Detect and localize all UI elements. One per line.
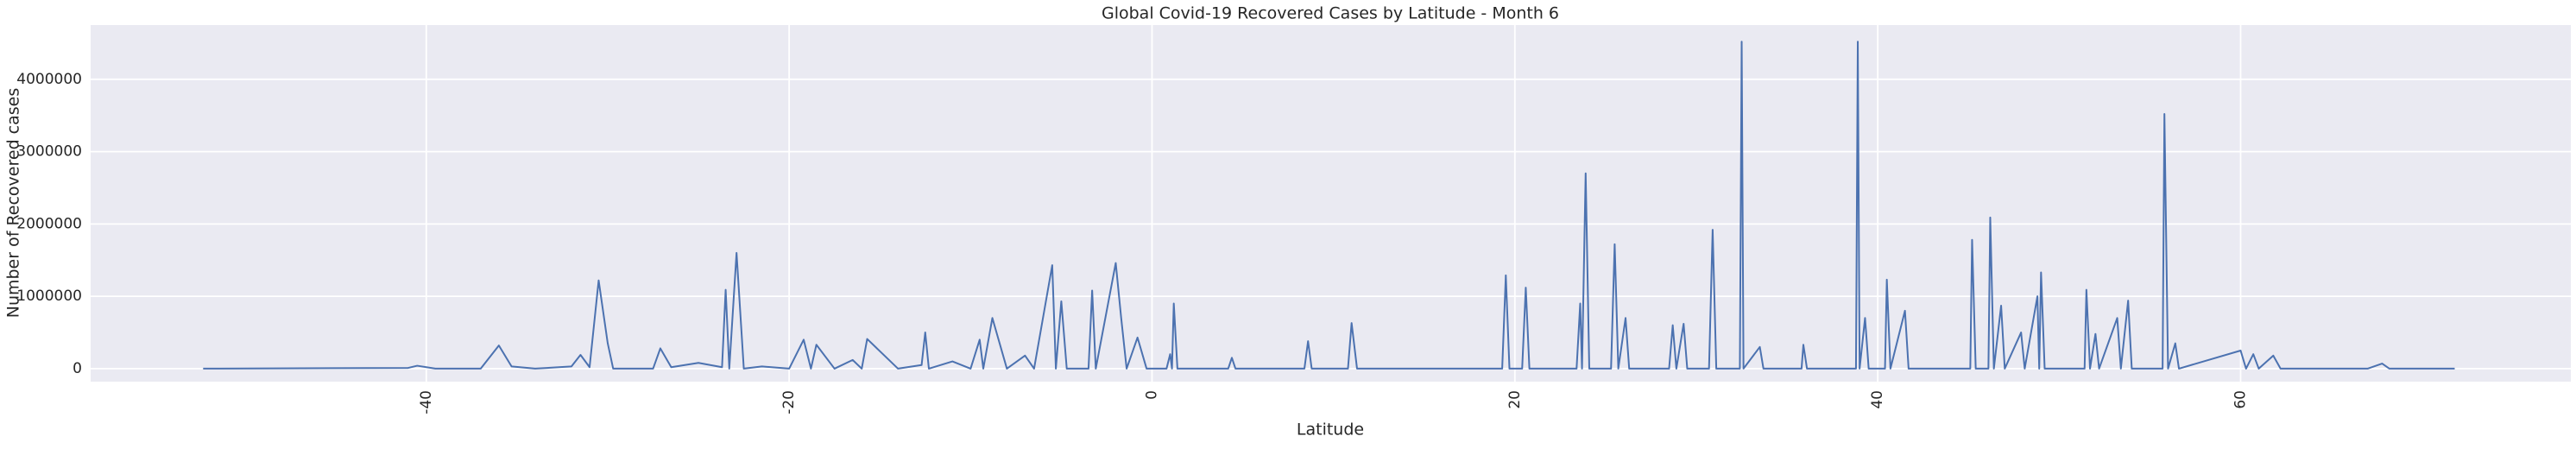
x-tick-label: 20 — [1506, 390, 1524, 409]
y-tick-label: 3000000 — [16, 143, 82, 161]
x-tick-label: 0 — [1143, 390, 1160, 400]
labels: 0 1000000 2000000 3000000 4000000 -40 -20 0 20 40… — [16, 71, 2249, 414]
chart-title: Global Covid-19 Recovered Cases by Latit… — [1102, 4, 1559, 23]
y-tick-label: 2000000 — [16, 215, 82, 232]
x-tick-label: -40 — [418, 390, 435, 414]
data-line — [203, 41, 2455, 370]
x-axis-label: Latitude — [1297, 421, 1364, 440]
marks — [203, 41, 2455, 370]
x-tick-label: -20 — [780, 390, 798, 414]
y-tick-label: 0 — [73, 360, 82, 377]
x-tick-label: 60 — [2232, 390, 2249, 409]
plot-area — [91, 25, 2571, 382]
x-tick-label: 40 — [1869, 390, 1886, 409]
grid — [91, 25, 2571, 382]
y-axis-label: Number of Recovered cases — [4, 88, 23, 319]
y-tick-label: 4000000 — [16, 71, 82, 88]
y-tick-label: 1000000 — [16, 288, 82, 305]
